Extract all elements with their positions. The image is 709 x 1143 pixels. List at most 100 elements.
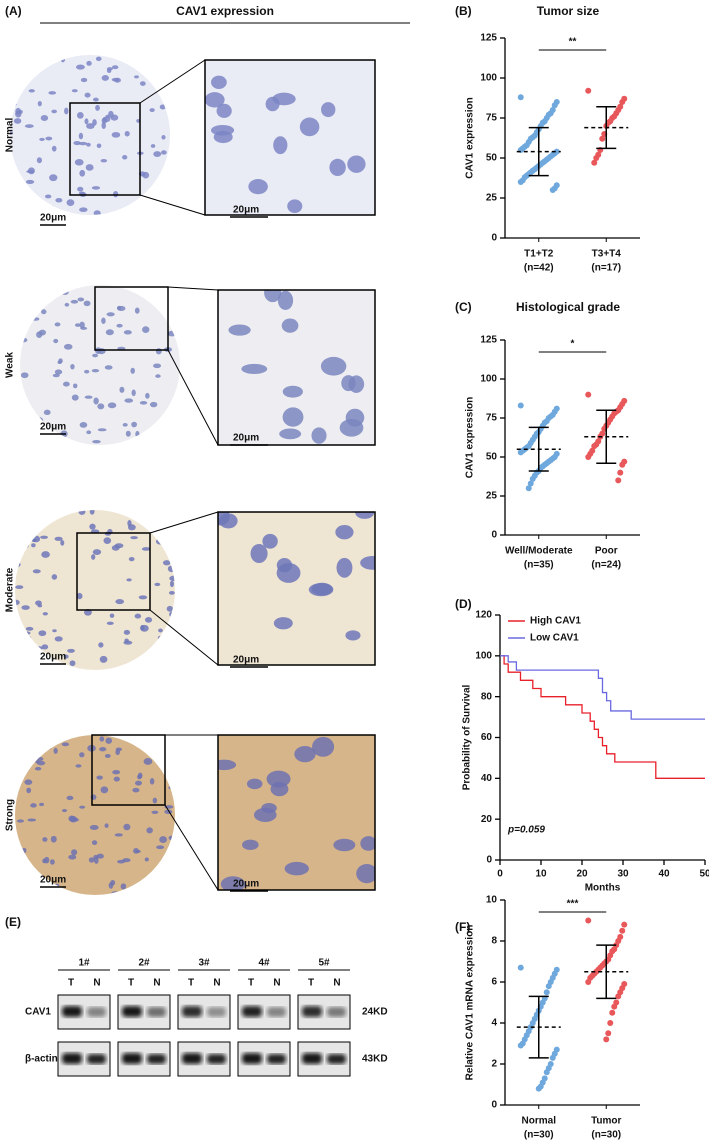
nucleus [37, 100, 42, 107]
nucleus [122, 155, 128, 160]
nucleus [273, 136, 288, 155]
nucleus [41, 551, 50, 558]
data-point [545, 983, 552, 990]
nucleus [144, 877, 149, 882]
y-tick-label: 0 [486, 855, 492, 866]
y-tick-label: 20 [481, 814, 493, 825]
nucleus [299, 117, 320, 137]
band [147, 1054, 166, 1064]
lane-label: T [308, 978, 314, 989]
y-tick-label: 75 [486, 413, 498, 424]
nucleus [117, 859, 126, 864]
nucleus [151, 435, 158, 441]
x-tick-count: (n=30) [591, 1130, 621, 1141]
nucleus [137, 510, 146, 515]
y-tick-label: 50 [486, 452, 498, 463]
lane-label: T [248, 978, 254, 989]
nucleus [15, 585, 24, 589]
nucleus [39, 137, 45, 141]
nucleus [134, 613, 142, 619]
nucleus [137, 774, 142, 780]
panel-label: (B) [455, 4, 472, 18]
nucleus [29, 308, 34, 314]
nucleus [92, 439, 101, 444]
nucleus [25, 626, 34, 631]
band [122, 1053, 142, 1064]
nucleus [171, 767, 175, 773]
nucleus [71, 849, 78, 856]
nucleus [54, 536, 63, 541]
row-label: Moderate [5, 567, 16, 612]
nucleus [159, 740, 167, 746]
nucleus [114, 543, 124, 549]
nucleus [168, 835, 175, 841]
band [207, 1054, 226, 1064]
nucleus [246, 778, 263, 790]
nucleus [10, 92, 15, 97]
nucleus [220, 876, 246, 890]
nucleus [86, 430, 92, 435]
nucleus [321, 102, 336, 118]
nucleus [55, 197, 63, 203]
nucleus [166, 605, 174, 612]
size-label: 43KD [362, 1054, 388, 1065]
nucleus [333, 838, 356, 852]
nucleus [228, 324, 251, 336]
data-point [517, 179, 524, 185]
nucleus [54, 369, 63, 375]
scale-label: 20μm [233, 433, 259, 444]
data-point [621, 921, 628, 928]
y-tick-label: 0 [491, 233, 497, 244]
y-tick-label: 4 [491, 1018, 497, 1029]
nucleus [52, 629, 57, 633]
nucleus [33, 59, 43, 67]
nucleus [79, 421, 88, 428]
nucleus [104, 823, 109, 828]
band [62, 1006, 82, 1017]
zoom-line [149, 609, 219, 666]
lane-label: T [68, 978, 74, 989]
data-point [619, 99, 626, 105]
nucleus [294, 746, 316, 763]
nucleus [218, 759, 237, 771]
x-tick-label: 20 [576, 869, 588, 880]
tissue-core [15, 510, 175, 670]
nucleus [78, 191, 86, 195]
nucleus [97, 403, 105, 410]
data-point [619, 461, 626, 468]
nucleus [64, 302, 70, 307]
nucleus [79, 169, 86, 177]
zoom-frame [217, 511, 376, 666]
nucleus [112, 770, 121, 775]
nucleus [132, 787, 140, 793]
lane-label: T [128, 978, 134, 989]
data-point [591, 443, 598, 450]
nucleus [27, 167, 35, 175]
nucleus [20, 194, 25, 198]
nuclei [205, 75, 366, 213]
zoom-line [139, 59, 206, 104]
nucleus [173, 440, 179, 445]
nucleus [134, 75, 139, 79]
nucleus [79, 752, 85, 758]
band [242, 1053, 262, 1064]
nucleus [151, 810, 159, 814]
tissue-core [10, 55, 170, 215]
nucleus [167, 330, 177, 337]
nucleus [138, 595, 148, 600]
nucleus [276, 563, 301, 583]
nucleus [111, 131, 121, 138]
nucleus [123, 330, 132, 335]
nucleus [146, 827, 153, 834]
nucleus [51, 145, 57, 152]
nucleus [159, 836, 168, 844]
nucleus [144, 857, 149, 862]
nucleus [103, 537, 112, 544]
nucleus [64, 107, 69, 115]
band [182, 1006, 202, 1017]
nucleus [155, 348, 162, 355]
nucleus [105, 329, 114, 336]
nucleus [15, 561, 21, 567]
nucleus [158, 737, 165, 742]
